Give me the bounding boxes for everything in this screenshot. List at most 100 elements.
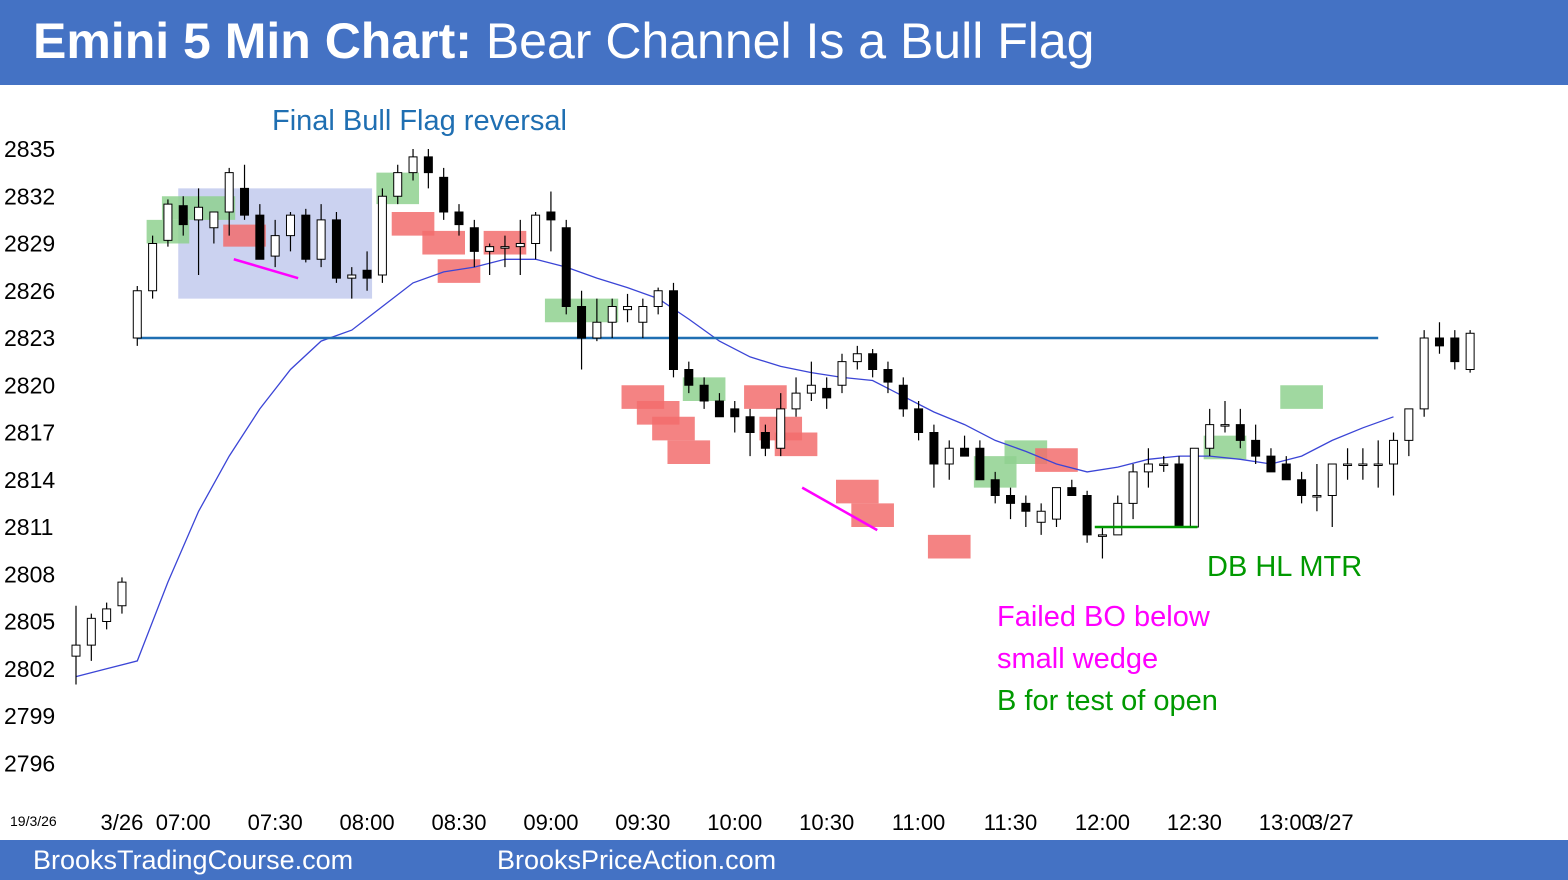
bear-candle-body: [1082, 495, 1092, 536]
candle: [377, 188, 387, 283]
bear-signal-box: [851, 503, 894, 527]
bull-candle-body: [1327, 463, 1337, 496]
candle: [714, 393, 724, 418]
x-tick-label: 07:30: [248, 810, 303, 835]
bear-candle-body: [301, 214, 311, 260]
candle: [776, 393, 786, 457]
bull-candle-body: [791, 392, 801, 410]
candle: [500, 235, 510, 268]
footer-link-brookspriceaction[interactable]: BrooksPriceAction.com: [497, 845, 777, 875]
candle: [929, 424, 939, 488]
candle: [255, 204, 265, 260]
bear-candle-body: [822, 387, 832, 399]
bear-candle-body: [1266, 455, 1276, 473]
candle: [485, 243, 495, 275]
bear-candle-body: [362, 269, 372, 279]
candle: [791, 377, 801, 417]
candle: [1143, 448, 1153, 488]
x-tick-label: 12:00: [1075, 810, 1130, 835]
bull-candle-body: [1220, 424, 1230, 427]
bear-signal-box: [437, 259, 481, 283]
x-tick-label: 08:00: [340, 810, 395, 835]
candle: [454, 204, 464, 236]
candle: [102, 602, 112, 630]
candle: [898, 377, 908, 417]
x-tick-label: 3/27: [1311, 810, 1354, 835]
candle: [1450, 330, 1460, 370]
candle: [469, 219, 479, 268]
candle: [1251, 424, 1261, 464]
candle: [71, 605, 81, 685]
candle: [1389, 432, 1399, 496]
candle: [194, 188, 204, 275]
y-tick-label: 2796: [4, 750, 55, 776]
annotation-b-test-open: B for test of open: [997, 685, 1218, 717]
candle: [837, 353, 847, 394]
candle: [1281, 456, 1291, 481]
candle: [868, 349, 878, 378]
bull-candle-body: [623, 306, 633, 311]
bear-signal-box: [391, 212, 435, 236]
bull-candle-body: [102, 608, 112, 623]
candle: [653, 287, 663, 315]
bull-candle-body: [1465, 332, 1475, 370]
x-tick-label: 10:30: [799, 810, 854, 835]
ema-line: [75, 258, 1394, 678]
bull-candle-body: [806, 384, 816, 394]
bull-candle-body: [377, 195, 387, 276]
candle: [561, 219, 571, 315]
y-tick-label: 2802: [4, 656, 55, 682]
candle: [347, 267, 357, 299]
bear-signal-box: [774, 432, 818, 457]
bull-candle-body: [1113, 502, 1123, 536]
bear-candle-body: [883, 369, 893, 383]
bull-candle-body: [1419, 337, 1429, 410]
x-tick-label: 13:00: [1259, 810, 1314, 835]
bear-candle-body: [1021, 502, 1031, 512]
bear-signal-box: [1035, 448, 1078, 472]
candle: [745, 408, 755, 457]
bear-candle-body: [1235, 424, 1245, 441]
candle: [1220, 401, 1230, 433]
candle: [1419, 330, 1429, 417]
candle: [990, 471, 1000, 504]
footer-link-brookstradingcourse[interactable]: BrooksTradingCourse.com: [33, 845, 354, 875]
bear-candle-body: [745, 416, 755, 433]
candle: [1036, 503, 1046, 535]
candle: [1327, 463, 1337, 527]
bear-candle-body: [714, 400, 724, 418]
candle: [1312, 464, 1322, 512]
x-tick-label: 07:00: [156, 810, 211, 835]
candle: [1297, 471, 1307, 504]
bear-signal-box: [667, 440, 711, 464]
candle: [531, 212, 541, 260]
candle: [883, 361, 893, 394]
bull-candle-body: [837, 361, 847, 386]
bars-layer: [71, 149, 1475, 685]
bear-candle-body: [699, 384, 709, 402]
bear-candle-body: [1450, 337, 1460, 363]
bear-candle-body: [898, 384, 908, 410]
trendline-layer: [233, 258, 1198, 532]
trend-line: [801, 486, 878, 532]
candle: [852, 345, 862, 370]
candle: [1128, 464, 1138, 520]
bull-candle-body: [117, 581, 127, 607]
annotation-failed-bo: Failed BO below: [997, 601, 1211, 633]
y-tick-label: 2814: [4, 467, 55, 493]
y-axis-ticks: 2835 2832 2829 2826 2823 2820 2817 2814 2811 2808…: [4, 136, 55, 776]
bull-candle-body: [393, 172, 403, 197]
candle: [1006, 487, 1016, 520]
candle: [1051, 487, 1061, 527]
bear-candle-body: [561, 227, 571, 307]
candle: [760, 424, 770, 457]
candle: [1373, 440, 1383, 488]
x-tick-label: 09:30: [615, 810, 670, 835]
candle: [362, 251, 372, 291]
candle: [592, 298, 602, 342]
bull-candle-body: [1036, 510, 1046, 523]
candle: [331, 212, 341, 283]
bull-candle-body: [285, 214, 295, 237]
bear-candle-body: [1251, 439, 1261, 457]
bull-signal-box: [1280, 385, 1323, 409]
